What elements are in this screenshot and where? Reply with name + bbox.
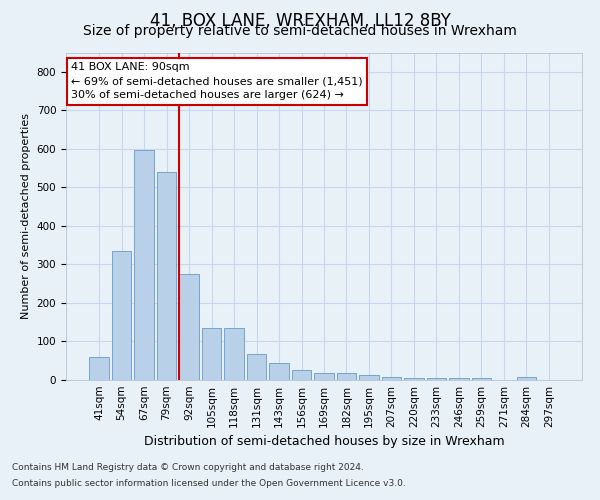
Text: 41 BOX LANE: 90sqm
← 69% of semi-detached houses are smaller (1,451)
30% of semi: 41 BOX LANE: 90sqm ← 69% of semi-detache… bbox=[71, 62, 363, 100]
Text: Contains public sector information licensed under the Open Government Licence v3: Contains public sector information licen… bbox=[12, 478, 406, 488]
Bar bbox=[359, 375, 379, 380]
Bar bbox=[472, 378, 491, 380]
Y-axis label: Number of semi-detached properties: Number of semi-detached properties bbox=[21, 114, 31, 320]
Bar bbox=[404, 378, 424, 380]
Bar bbox=[269, 363, 289, 380]
Bar bbox=[134, 150, 154, 380]
Bar bbox=[314, 373, 334, 380]
Text: Size of property relative to semi-detached houses in Wrexham: Size of property relative to semi-detach… bbox=[83, 24, 517, 38]
Bar bbox=[449, 378, 469, 380]
Bar bbox=[179, 274, 199, 380]
Bar bbox=[427, 378, 446, 380]
Bar bbox=[202, 328, 221, 380]
Text: 41, BOX LANE, WREXHAM, LL12 8BY: 41, BOX LANE, WREXHAM, LL12 8BY bbox=[149, 12, 451, 30]
Bar bbox=[89, 357, 109, 380]
Bar bbox=[517, 377, 536, 380]
Bar bbox=[224, 328, 244, 380]
Bar bbox=[292, 370, 311, 380]
Bar bbox=[247, 354, 266, 380]
Text: Contains HM Land Registry data © Crown copyright and database right 2024.: Contains HM Land Registry data © Crown c… bbox=[12, 464, 364, 472]
Bar bbox=[157, 172, 176, 380]
Bar bbox=[112, 251, 131, 380]
Bar bbox=[382, 377, 401, 380]
X-axis label: Distribution of semi-detached houses by size in Wrexham: Distribution of semi-detached houses by … bbox=[143, 436, 505, 448]
Bar bbox=[337, 373, 356, 380]
